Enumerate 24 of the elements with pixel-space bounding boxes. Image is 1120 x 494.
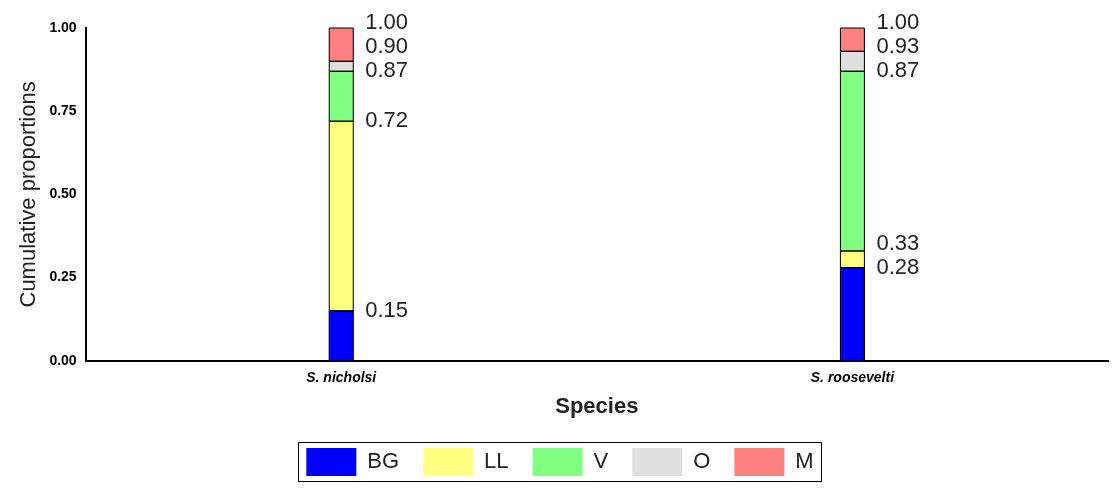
annotation: 1.00 [365, 9, 409, 35]
x-tick-label: S. roosevelti [810, 369, 896, 386]
legend-label: BG [367, 448, 400, 474]
legend-label: O [693, 448, 711, 474]
y-tick-label: 0.00 [49, 351, 77, 368]
legend-label: LL [484, 448, 509, 474]
legend-label: M [795, 448, 814, 474]
annotation: 0.72 [365, 107, 409, 133]
x-tick-label: S. nicholsi [306, 369, 378, 386]
annotation: 0.90 [365, 33, 409, 59]
legend-label: V [593, 448, 609, 474]
annotation: 0.87 [365, 57, 409, 83]
annotation: 0.15 [365, 296, 409, 322]
annotation: 1.00 [876, 9, 920, 35]
annotation: 0.28 [876, 253, 920, 279]
y-tick-label: 0.25 [49, 268, 77, 285]
x-axis-title: Species [555, 392, 639, 418]
annotation: 0.93 [876, 33, 920, 59]
annotation: 0.87 [876, 57, 920, 83]
y-tick-label: 0.50 [49, 185, 77, 202]
y-tick-label: 1.00 [49, 18, 77, 35]
annotation: 0.33 [876, 229, 920, 255]
y-axis-title: Cumulative proportions [15, 81, 41, 308]
y-tick-label: 0.75 [49, 102, 77, 119]
